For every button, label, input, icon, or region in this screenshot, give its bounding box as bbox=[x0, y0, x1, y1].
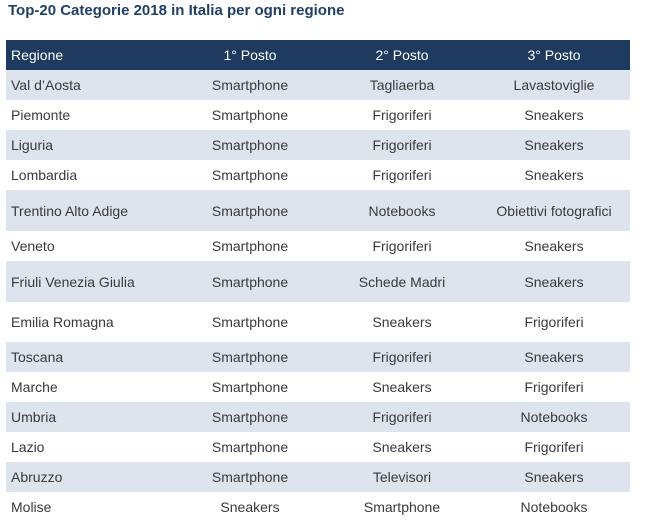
cell-first: Smartphone bbox=[211, 77, 289, 93]
cell-third: Sneakers bbox=[524, 273, 584, 290]
cell-third: Sneakers bbox=[524, 137, 584, 153]
table-row: Umbria Smartphone Frigoriferi Notebooks bbox=[6, 402, 630, 432]
cell-first: Smartphone bbox=[211, 314, 289, 330]
cell-first: Smartphone bbox=[211, 469, 289, 485]
cell-first: Smartphone bbox=[211, 349, 289, 365]
cell-region: Lombardia bbox=[11, 167, 78, 183]
cell-first: Smartphone bbox=[211, 273, 289, 290]
header-cell-terzo-posto: 3° Posto bbox=[527, 47, 581, 63]
cell-first: Smartphone bbox=[211, 167, 289, 183]
cell-first: Smartphone bbox=[211, 379, 289, 395]
cell-third: Lavastoviglie bbox=[513, 77, 595, 93]
table-row: Lazio Smartphone Sneakers Frigoriferi bbox=[6, 432, 630, 462]
cell-second: Frigoriferi bbox=[372, 137, 432, 153]
table-row: Abruzzo Smartphone Televisori Sneakers bbox=[6, 462, 630, 492]
cell-second: Televisori bbox=[372, 469, 432, 485]
header-cell-regione: Regione bbox=[11, 47, 64, 63]
cell-second: Frigoriferi bbox=[372, 349, 432, 365]
table-row: Veneto Smartphone Frigoriferi Sneakers bbox=[6, 231, 630, 261]
cell-region: Friuli Venezia Giulia bbox=[11, 273, 135, 290]
cell-region: Liguria bbox=[11, 137, 54, 153]
cell-region: Umbria bbox=[11, 409, 57, 425]
cell-first: Smartphone bbox=[211, 107, 289, 123]
cell-second: Frigoriferi bbox=[372, 409, 432, 425]
cell-second: Frigoriferi bbox=[372, 107, 432, 123]
cell-third: Notebooks bbox=[520, 409, 588, 425]
cell-third: Sneakers bbox=[524, 349, 584, 365]
cell-third: Frigoriferi bbox=[524, 439, 584, 455]
cell-second: Schede Madri bbox=[358, 273, 446, 290]
table-row: Molise Sneakers Smartphone Notebooks bbox=[6, 492, 630, 522]
cell-second: Sneakers bbox=[372, 314, 432, 330]
cell-first: Smartphone bbox=[211, 202, 289, 219]
cell-region: Piemonte bbox=[11, 107, 71, 123]
cell-region: Val d’Aosta bbox=[11, 77, 81, 93]
cell-second: Frigoriferi bbox=[372, 167, 432, 183]
table-row: Liguria Smartphone Frigoriferi Sneakers bbox=[6, 130, 630, 160]
regions-table: Regione 1° Posto 2° Posto 3° Posto Val d… bbox=[6, 40, 630, 522]
table-body: Val d’Aosta Smartphone Tagliaerba Lavastovi… bbox=[6, 70, 630, 522]
cell-second: Smartphone bbox=[363, 499, 441, 515]
cell-third: Frigoriferi bbox=[524, 379, 584, 395]
cell-third: Sneakers bbox=[524, 167, 584, 183]
table-row: Trentino Alto Adige Smartphone Notebooks Ob… bbox=[6, 190, 630, 231]
cell-region: Marche bbox=[11, 379, 58, 395]
cell-third: Sneakers bbox=[524, 469, 584, 485]
cell-region: Veneto bbox=[11, 238, 55, 254]
header-cell-primo-posto: 1° Posto bbox=[223, 47, 277, 63]
cell-first: Smartphone bbox=[211, 137, 289, 153]
cell-first: Sneakers bbox=[220, 499, 280, 515]
cell-third: Sneakers bbox=[524, 107, 584, 123]
cell-second: Notebooks bbox=[368, 202, 436, 219]
cell-first: Smartphone bbox=[211, 439, 289, 455]
cell-region: Molise bbox=[11, 499, 52, 515]
cell-third: Notebooks bbox=[520, 499, 588, 515]
page-title: Top-20 Categorie 2018 in Italia per ogni… bbox=[8, 2, 345, 19]
cell-second: Tagliaerba bbox=[369, 77, 435, 93]
header-cell-secondo-posto: 2° Posto bbox=[375, 47, 429, 63]
cell-third: Sneakers bbox=[524, 238, 584, 254]
table-row: Lombardia Smartphone Frigoriferi Sneakers bbox=[6, 160, 630, 190]
cell-region: Lazio bbox=[11, 439, 45, 455]
cell-region: Trentino Alto Adige bbox=[11, 202, 129, 219]
cell-first: Smartphone bbox=[211, 409, 289, 425]
cell-second: Sneakers bbox=[372, 379, 432, 395]
table-row: Val d’Aosta Smartphone Tagliaerba Lavastovi… bbox=[6, 70, 630, 100]
table-row: Toscana Smartphone Frigoriferi Sneakers bbox=[6, 342, 630, 372]
table-row: Emilia Romagna Smartphone Sneakers Frigorif… bbox=[6, 302, 630, 342]
cell-region: Abruzzo bbox=[11, 469, 63, 485]
cell-second: Frigoriferi bbox=[372, 238, 432, 254]
table-row: Marche Smartphone Sneakers Frigoriferi bbox=[6, 372, 630, 402]
cell-region: Emilia Romagna bbox=[11, 314, 114, 330]
table-row: Piemonte Smartphone Frigoriferi Sneakers bbox=[6, 100, 630, 130]
cell-first: Smartphone bbox=[211, 238, 289, 254]
table-header-row: Regione 1° Posto 2° Posto 3° Posto bbox=[6, 40, 630, 70]
cell-second: Sneakers bbox=[372, 439, 432, 455]
cell-region: Toscana bbox=[11, 349, 64, 365]
cell-third: Frigoriferi bbox=[524, 314, 584, 330]
table-row: Friuli Venezia Giulia Smartphone Schede Ma… bbox=[6, 261, 630, 302]
cell-third: Obiettivi fotografici bbox=[496, 202, 612, 219]
